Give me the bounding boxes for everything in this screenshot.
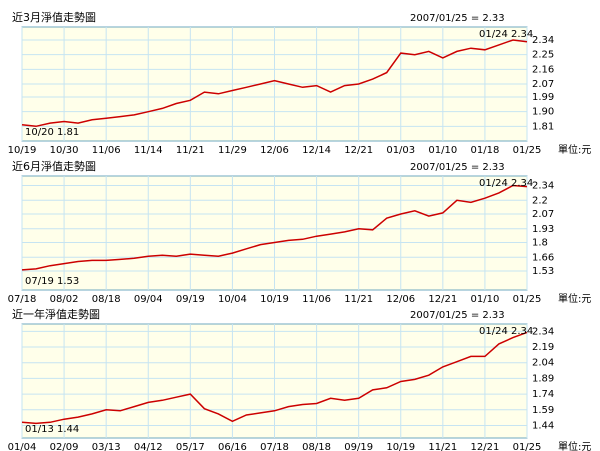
- series-line: [21, 39, 528, 128]
- x-tick-label: 07/18: [260, 442, 289, 451]
- y-tick-label: 2.04: [532, 358, 554, 369]
- y-tick-label: 1.89: [532, 373, 554, 384]
- annotation: 2007/01/25 = 2.33: [410, 310, 505, 321]
- x-tick-label: 11/21: [176, 145, 205, 156]
- max-label: 01/24 2.34: [479, 326, 533, 337]
- x-tick-label: 11/21: [428, 442, 457, 451]
- x-tick-label: 03/13: [92, 442, 121, 451]
- x-tick-label: 09/19: [176, 294, 205, 305]
- x-tick-label: 11/21: [344, 294, 373, 305]
- x-tick-label: 01/03: [386, 145, 415, 156]
- x-tick-label: 11/06: [92, 145, 121, 156]
- annotation: 2007/01/25 = 2.33: [410, 13, 505, 24]
- x-tick-label: 06/16: [218, 442, 247, 451]
- y-tick-label: 2.34: [532, 326, 554, 337]
- x-tick-label: 01/25: [513, 442, 542, 451]
- min-label: 10/20 1.81: [25, 127, 79, 138]
- chart-title: 近3月淨值走勢圖: [12, 10, 96, 24]
- y-tick-label: 2.25: [532, 50, 554, 61]
- x-tick-label: 12/21: [471, 442, 500, 451]
- max-label: 01/24 2.34: [479, 29, 533, 40]
- x-tick-label: 01/04: [8, 442, 37, 451]
- y-tick-label: 1.99: [532, 92, 554, 103]
- y-tick-label: 1.81: [532, 121, 554, 132]
- x-tick-label: 12/06: [260, 145, 289, 156]
- y-tick-label: 1.53: [532, 266, 554, 277]
- y-tick-label: 2.16: [532, 64, 554, 75]
- x-tick-label: 01/25: [513, 294, 542, 305]
- chart-title: 近一年淨值走勢圖: [12, 307, 100, 321]
- x-tick-label: 01/10: [471, 294, 500, 305]
- x-tick-label: 08/02: [50, 294, 79, 305]
- y-tick-label: 1.8: [532, 238, 548, 249]
- unit-label: 單位:元: [558, 440, 591, 451]
- y-tick-label: 1.66: [532, 252, 554, 263]
- y-tick-label: 2.19: [532, 342, 554, 353]
- y-tick-label: 1.59: [532, 405, 554, 416]
- min-label: 07/19 1.53: [25, 276, 79, 287]
- y-tick-label: 2.07: [532, 209, 554, 220]
- x-tick-label: 11/14: [134, 145, 163, 156]
- x-tick-label: 01/18: [471, 145, 500, 156]
- y-tick-label: 2.34: [532, 181, 554, 192]
- y-tick-label: 2.07: [532, 79, 554, 90]
- max-label: 01/24 2.34: [479, 178, 533, 189]
- x-tick-label: 09/04: [134, 294, 163, 305]
- unit-label: 單位:元: [558, 143, 591, 156]
- x-tick-label: 05/17: [176, 442, 205, 451]
- x-tick-label: 12/06: [386, 294, 415, 305]
- x-tick-label: 10/30: [50, 145, 79, 156]
- x-tick-label: 02/09: [50, 442, 79, 451]
- y-tick-label: 2.34: [532, 35, 554, 46]
- x-tick-label: 10/19: [386, 442, 415, 451]
- x-tick-label: 12/21: [428, 294, 457, 305]
- x-tick-label: 09/19: [344, 442, 373, 451]
- series-line: [21, 331, 528, 425]
- chart-title: 近6月淨值走勢圖: [12, 159, 96, 173]
- x-tick-label: 07/18: [8, 294, 37, 305]
- x-tick-label: 10/04: [218, 294, 247, 305]
- x-tick-label: 01/25: [513, 145, 542, 156]
- x-tick-label: 11/29: [218, 145, 247, 156]
- y-tick-label: 2.2: [532, 195, 548, 206]
- x-tick-label: 04/12: [134, 442, 163, 451]
- y-tick-label: 1.44: [532, 420, 554, 431]
- unit-label: 單位:元: [558, 292, 591, 305]
- y-tick-label: 1.93: [532, 224, 554, 235]
- y-tick-label: 1.90: [532, 107, 554, 118]
- x-tick-label: 12/21: [344, 145, 373, 156]
- annotation: 2007/01/25 = 2.33: [410, 162, 505, 173]
- x-tick-label: 08/18: [302, 442, 331, 451]
- x-tick-label: 11/06: [302, 294, 331, 305]
- y-tick-label: 1.74: [532, 389, 554, 400]
- x-tick-label: 10/19: [260, 294, 289, 305]
- x-tick-label: 01/10: [428, 145, 457, 156]
- series-line: [21, 184, 528, 271]
- x-tick-label: 12/14: [302, 145, 331, 156]
- x-tick-label: 10/19: [8, 145, 37, 156]
- x-tick-label: 08/18: [92, 294, 121, 305]
- min-label: 01/13 1.44: [25, 424, 79, 435]
